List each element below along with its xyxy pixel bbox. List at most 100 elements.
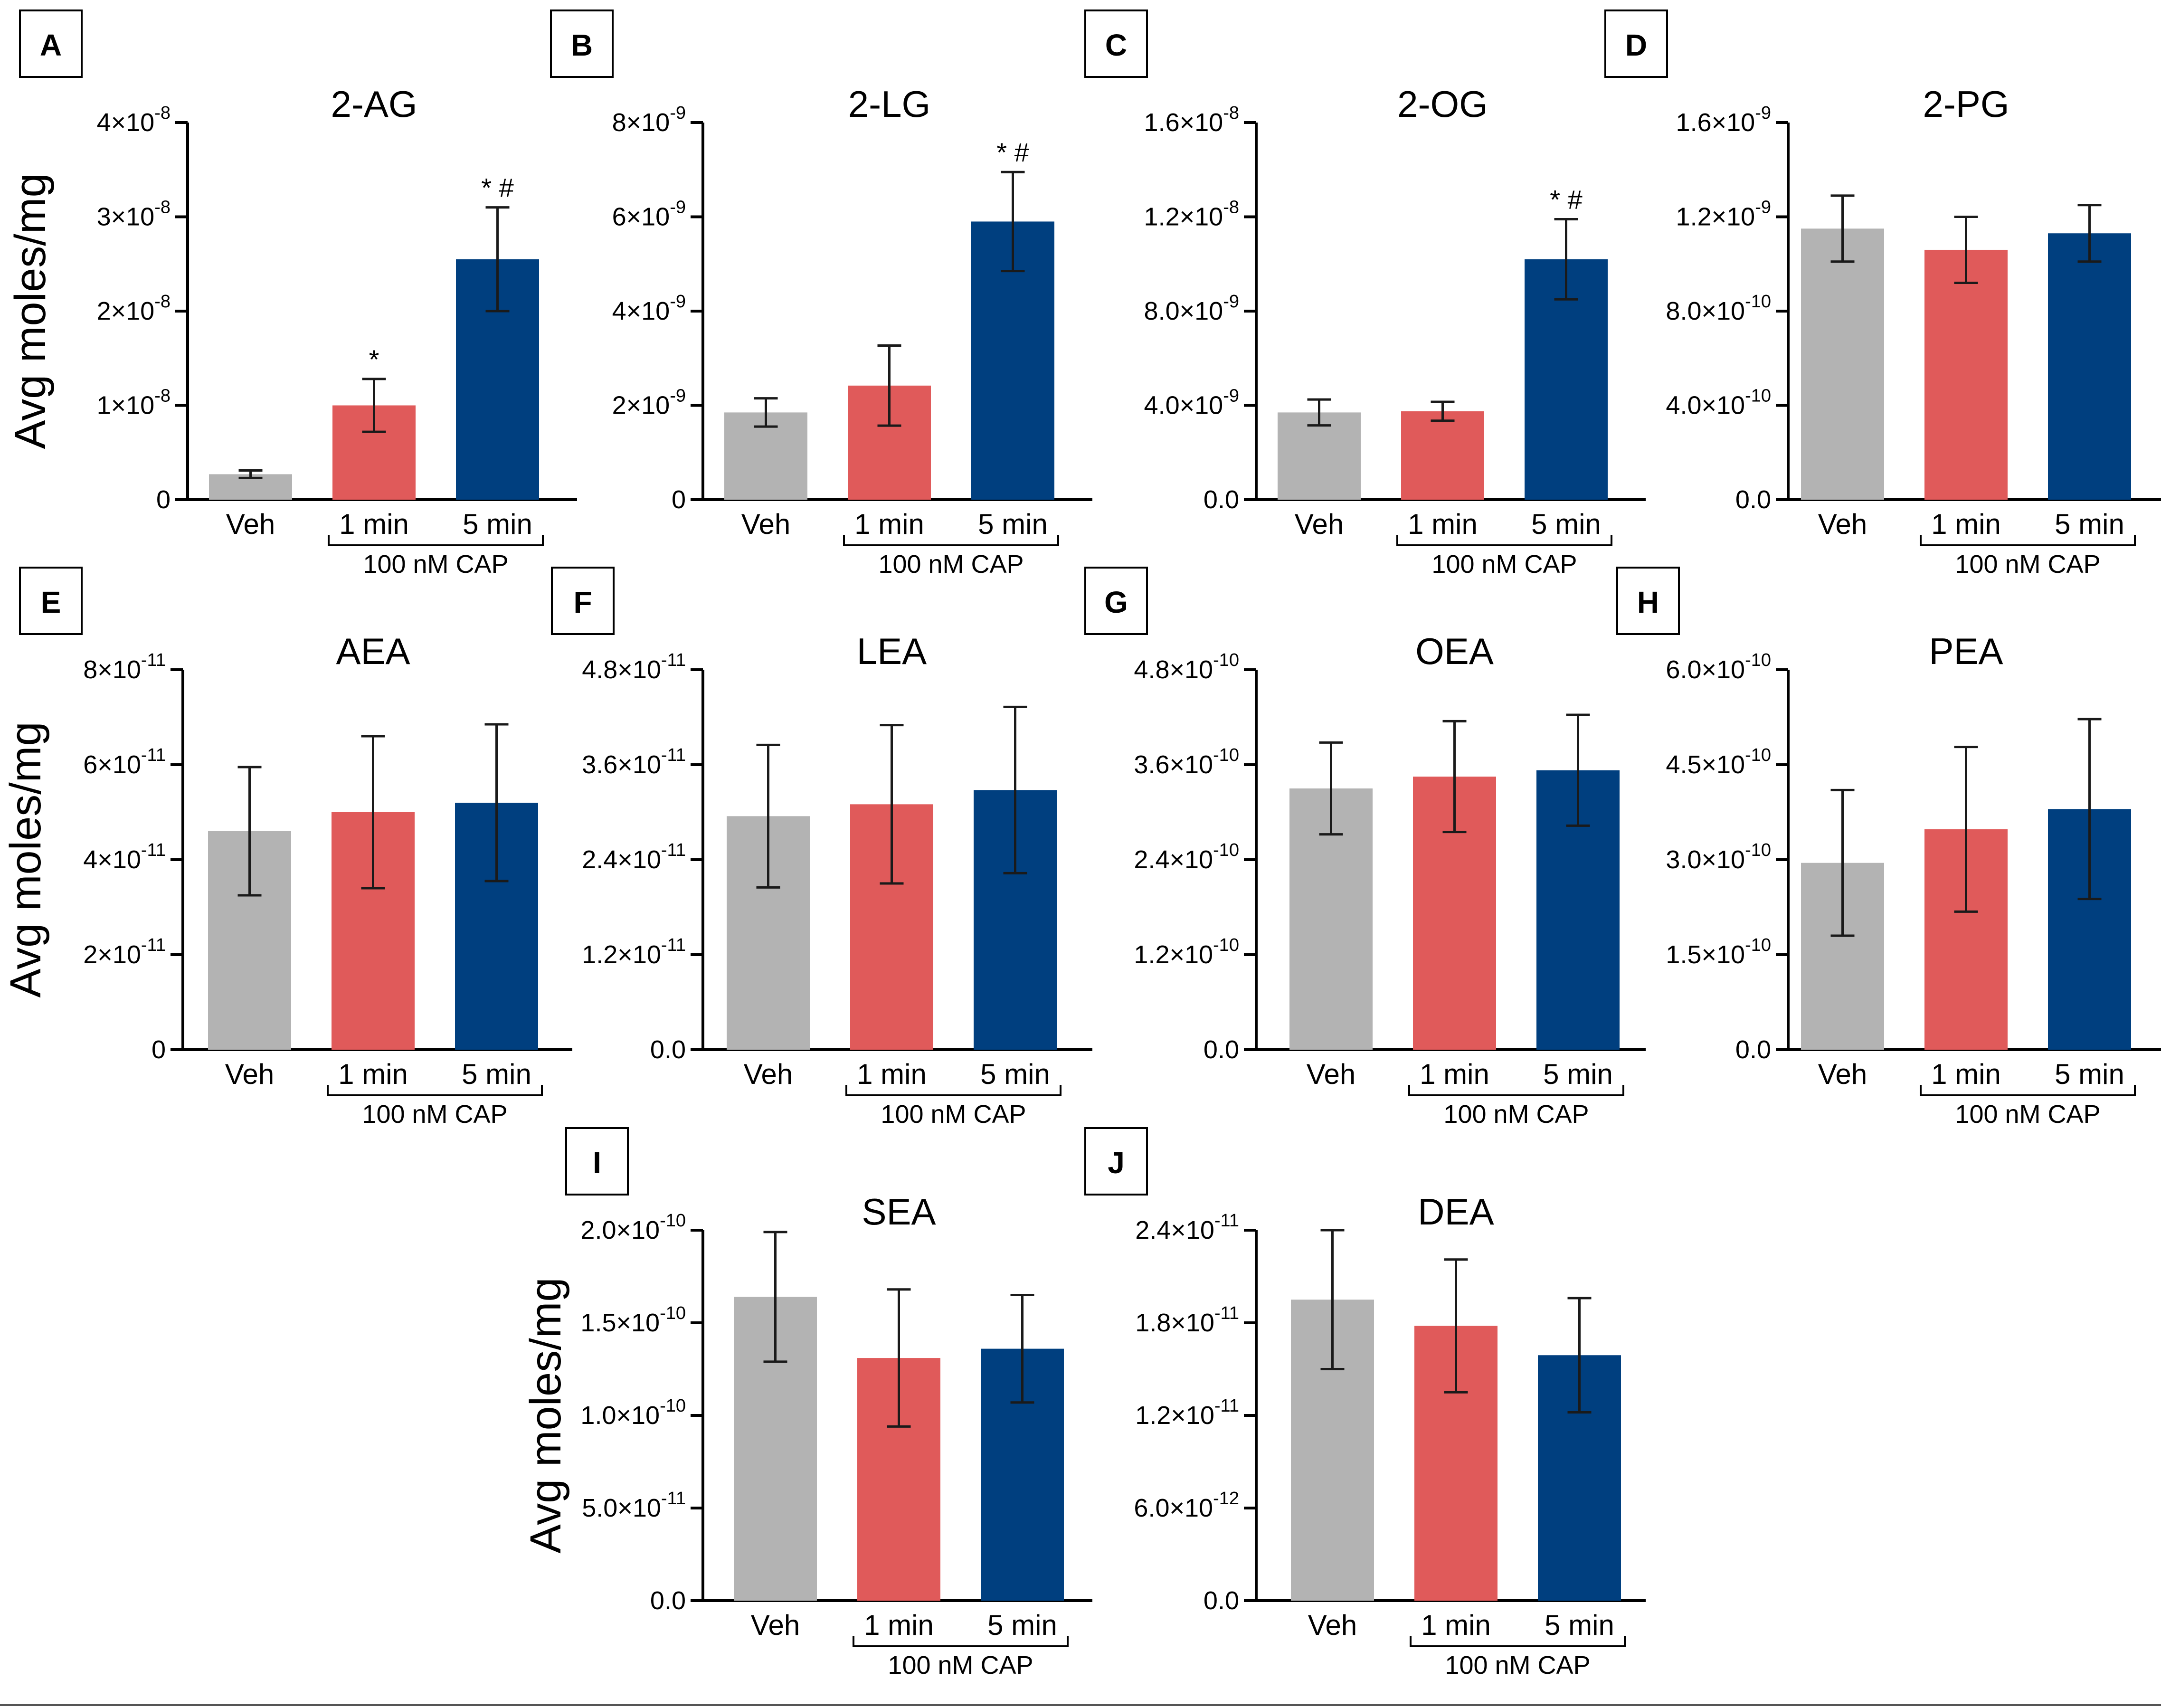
y-tick-mantissa: 8.0×10	[1144, 297, 1223, 325]
y-tick-exponent: -9	[670, 292, 686, 312]
y-tick-mantissa: 1.2×10	[1676, 203, 1755, 231]
y-tick-mantissa: 0.0	[1204, 1586, 1239, 1615]
x-tick-label: 5 min	[980, 1058, 1050, 1090]
panel-label-box	[1084, 567, 1148, 635]
y-tick-exponent: -11	[141, 935, 166, 955]
x-tick-label: Veh	[225, 1058, 274, 1090]
bar-veh	[1278, 412, 1361, 500]
cap-bracket	[1410, 1636, 1626, 1647]
y-tick-exponent: -12	[1213, 1489, 1239, 1509]
significance-mark: *	[369, 344, 379, 374]
cap-bracket	[845, 1085, 1062, 1096]
panel-label: I	[593, 1146, 601, 1180]
y-tick-mantissa: 0	[152, 1035, 166, 1064]
cap-bracket	[843, 535, 1059, 546]
y-tick-exponent: -10	[660, 1211, 686, 1231]
y-tick-mantissa: 6×10	[612, 203, 670, 231]
y-tick-mantissa: 4.0×10	[1666, 391, 1745, 420]
y-tick-label: 5.0×10-11	[582, 1489, 686, 1522]
y-tick-label: 1.2×10-8	[1144, 198, 1239, 231]
bracket-label: 100 nM CAP	[1443, 1100, 1589, 1129]
y-tick-exponent: -8	[154, 292, 171, 312]
y-tick-label: 8.0×10-10	[1666, 292, 1771, 325]
y-tick-mantissa: 4.8×10	[1134, 655, 1213, 684]
x-tick-label: 1 min	[857, 1058, 927, 1090]
bracket-label: 100 nM CAP	[881, 1100, 1026, 1129]
y-tick-label: 3.6×10-11	[582, 745, 686, 779]
bracket-label: 100 nM CAP	[1445, 1651, 1590, 1680]
chart-title: SEA	[862, 1191, 936, 1233]
y-tick-mantissa: 1.0×10	[580, 1401, 660, 1430]
y-tick-mantissa: 1.6×10	[1144, 108, 1223, 137]
panel-d: D2-PG0.04.0×10-108.0×10-101.2×10-91.6×10…	[1604, 9, 2161, 579]
y-tick-label: 4.8×10-11	[582, 650, 686, 684]
panel-c: C2-OG0.04.0×10-98.0×10-91.2×10-81.6×10-8…	[1084, 9, 1646, 579]
panel-label-box	[1084, 9, 1148, 78]
panel-label-box	[1604, 9, 1668, 78]
y-tick-label: 0	[672, 485, 686, 514]
y-tick-label: 2.4×10-11	[582, 840, 686, 874]
panel-label-box	[19, 9, 83, 78]
panel-i: ISEA0.05.0×10-111.0×10-101.5×10-102.0×10…	[521, 1127, 1092, 1680]
y-tick-mantissa: 8.0×10	[1666, 297, 1745, 325]
y-tick-label: 8×10-11	[83, 650, 166, 684]
cap-bracket	[1920, 1085, 2136, 1096]
y-tick-exponent: -8	[154, 198, 171, 218]
cap-bracket	[1396, 535, 1612, 546]
y-tick-exponent: -11	[1214, 1396, 1239, 1416]
panel-j: JDEA0.06.0×10-121.2×10-111.8×10-112.4×10…	[1084, 1127, 1646, 1680]
y-tick-mantissa: 1.5×10	[580, 1309, 660, 1337]
x-tick-label: 5 min	[463, 508, 532, 540]
bracket-label: 100 nM CAP	[1431, 550, 1577, 579]
y-tick-exponent: -10	[1213, 745, 1239, 765]
y-tick-label: 1.6×10-9	[1676, 103, 1771, 137]
y-tick-mantissa: 6.0×10	[1134, 1494, 1213, 1522]
y-tick-mantissa: 4×10	[83, 845, 141, 874]
y-tick-mantissa: 1.8×10	[1135, 1309, 1214, 1337]
y-tick-mantissa: 1.2×10	[1135, 1401, 1214, 1430]
chart-title: DEA	[1418, 1191, 1494, 1233]
y-tick-exponent: -11	[141, 840, 166, 860]
y-tick-label: 0.0	[650, 1035, 686, 1064]
panel-label-box	[551, 567, 615, 635]
significance-mark: * #	[996, 137, 1029, 167]
y-tick-exponent: -10	[1213, 935, 1239, 955]
panel-label: A	[40, 28, 62, 62]
y-tick-label: 1.2×10-11	[582, 935, 686, 969]
x-tick-label: 5 min	[2055, 508, 2124, 540]
y-tick-exponent: -8	[1223, 103, 1239, 123]
y-tick-mantissa: 3×10	[97, 203, 155, 231]
y-tick-exponent: -11	[661, 935, 686, 955]
x-tick-label: 1 min	[854, 508, 924, 540]
x-tick-label: 1 min	[1421, 1609, 1491, 1641]
panel-label: G	[1104, 585, 1128, 619]
panel-label: F	[573, 585, 592, 619]
y-tick-label: 4.5×10-10	[1666, 745, 1771, 779]
x-tick-label: Veh	[1818, 1058, 1867, 1090]
y-tick-exponent: -10	[1213, 840, 1239, 860]
cap-bracket	[1920, 535, 2136, 546]
x-tick-label: 1 min	[1931, 508, 2001, 540]
chart-title: PEA	[1929, 630, 2003, 672]
y-tick-label: 1.5×10-10	[580, 1303, 686, 1337]
y-tick-mantissa: 1.6×10	[1676, 108, 1755, 137]
y-tick-exponent: -10	[1745, 935, 1771, 955]
x-tick-label: Veh	[1818, 508, 1867, 540]
bracket-label: 100 nM CAP	[888, 1651, 1033, 1680]
y-tick-label: 4×10-11	[83, 840, 166, 874]
y-tick-mantissa: 6×10	[83, 750, 141, 779]
y-tick-exponent: -11	[661, 840, 686, 860]
y-tick-exponent: -9	[670, 103, 686, 123]
y-tick-label: 4×10-8	[97, 103, 171, 137]
y-tick-mantissa: 5.0×10	[582, 1494, 661, 1522]
chart-title: OEA	[1415, 630, 1494, 672]
significance-mark: * #	[481, 173, 514, 203]
y-tick-label: 0.0	[1735, 1035, 1771, 1064]
y-tick-mantissa: 0	[156, 485, 171, 514]
y-tick-label: 6.0×10-10	[1666, 650, 1771, 684]
x-tick-label: 5 min	[978, 508, 1048, 540]
panel-h: HPEA0.01.5×10-103.0×10-104.5×10-106.0×10…	[1616, 567, 2161, 1129]
y-tick-mantissa: 0.0	[1204, 1035, 1239, 1064]
y-tick-exponent: -10	[1745, 840, 1771, 860]
